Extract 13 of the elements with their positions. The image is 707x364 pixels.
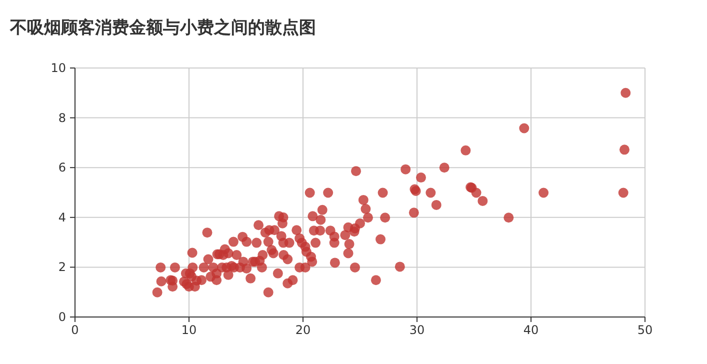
y-tick-label: 4 — [58, 210, 66, 224]
y-tick-label: 2 — [58, 260, 66, 274]
x-tick-label: 0 — [71, 323, 79, 337]
y-tick-label: 10 — [50, 61, 66, 75]
x-tick-label: 30 — [409, 323, 425, 337]
x-tick-label: 10 — [181, 323, 197, 337]
x-tick-label: 20 — [295, 323, 311, 337]
y-tick-label: 6 — [58, 160, 66, 175]
chart-title: 不吸烟顾客消费金额与小费之间的散点图 — [9, 18, 316, 38]
y-tick-label: 8 — [58, 110, 66, 125]
x-tick-label: 40 — [523, 323, 539, 337]
x-tick-label: 50 — [637, 323, 653, 337]
y-tick-label: 0 — [58, 310, 66, 324]
